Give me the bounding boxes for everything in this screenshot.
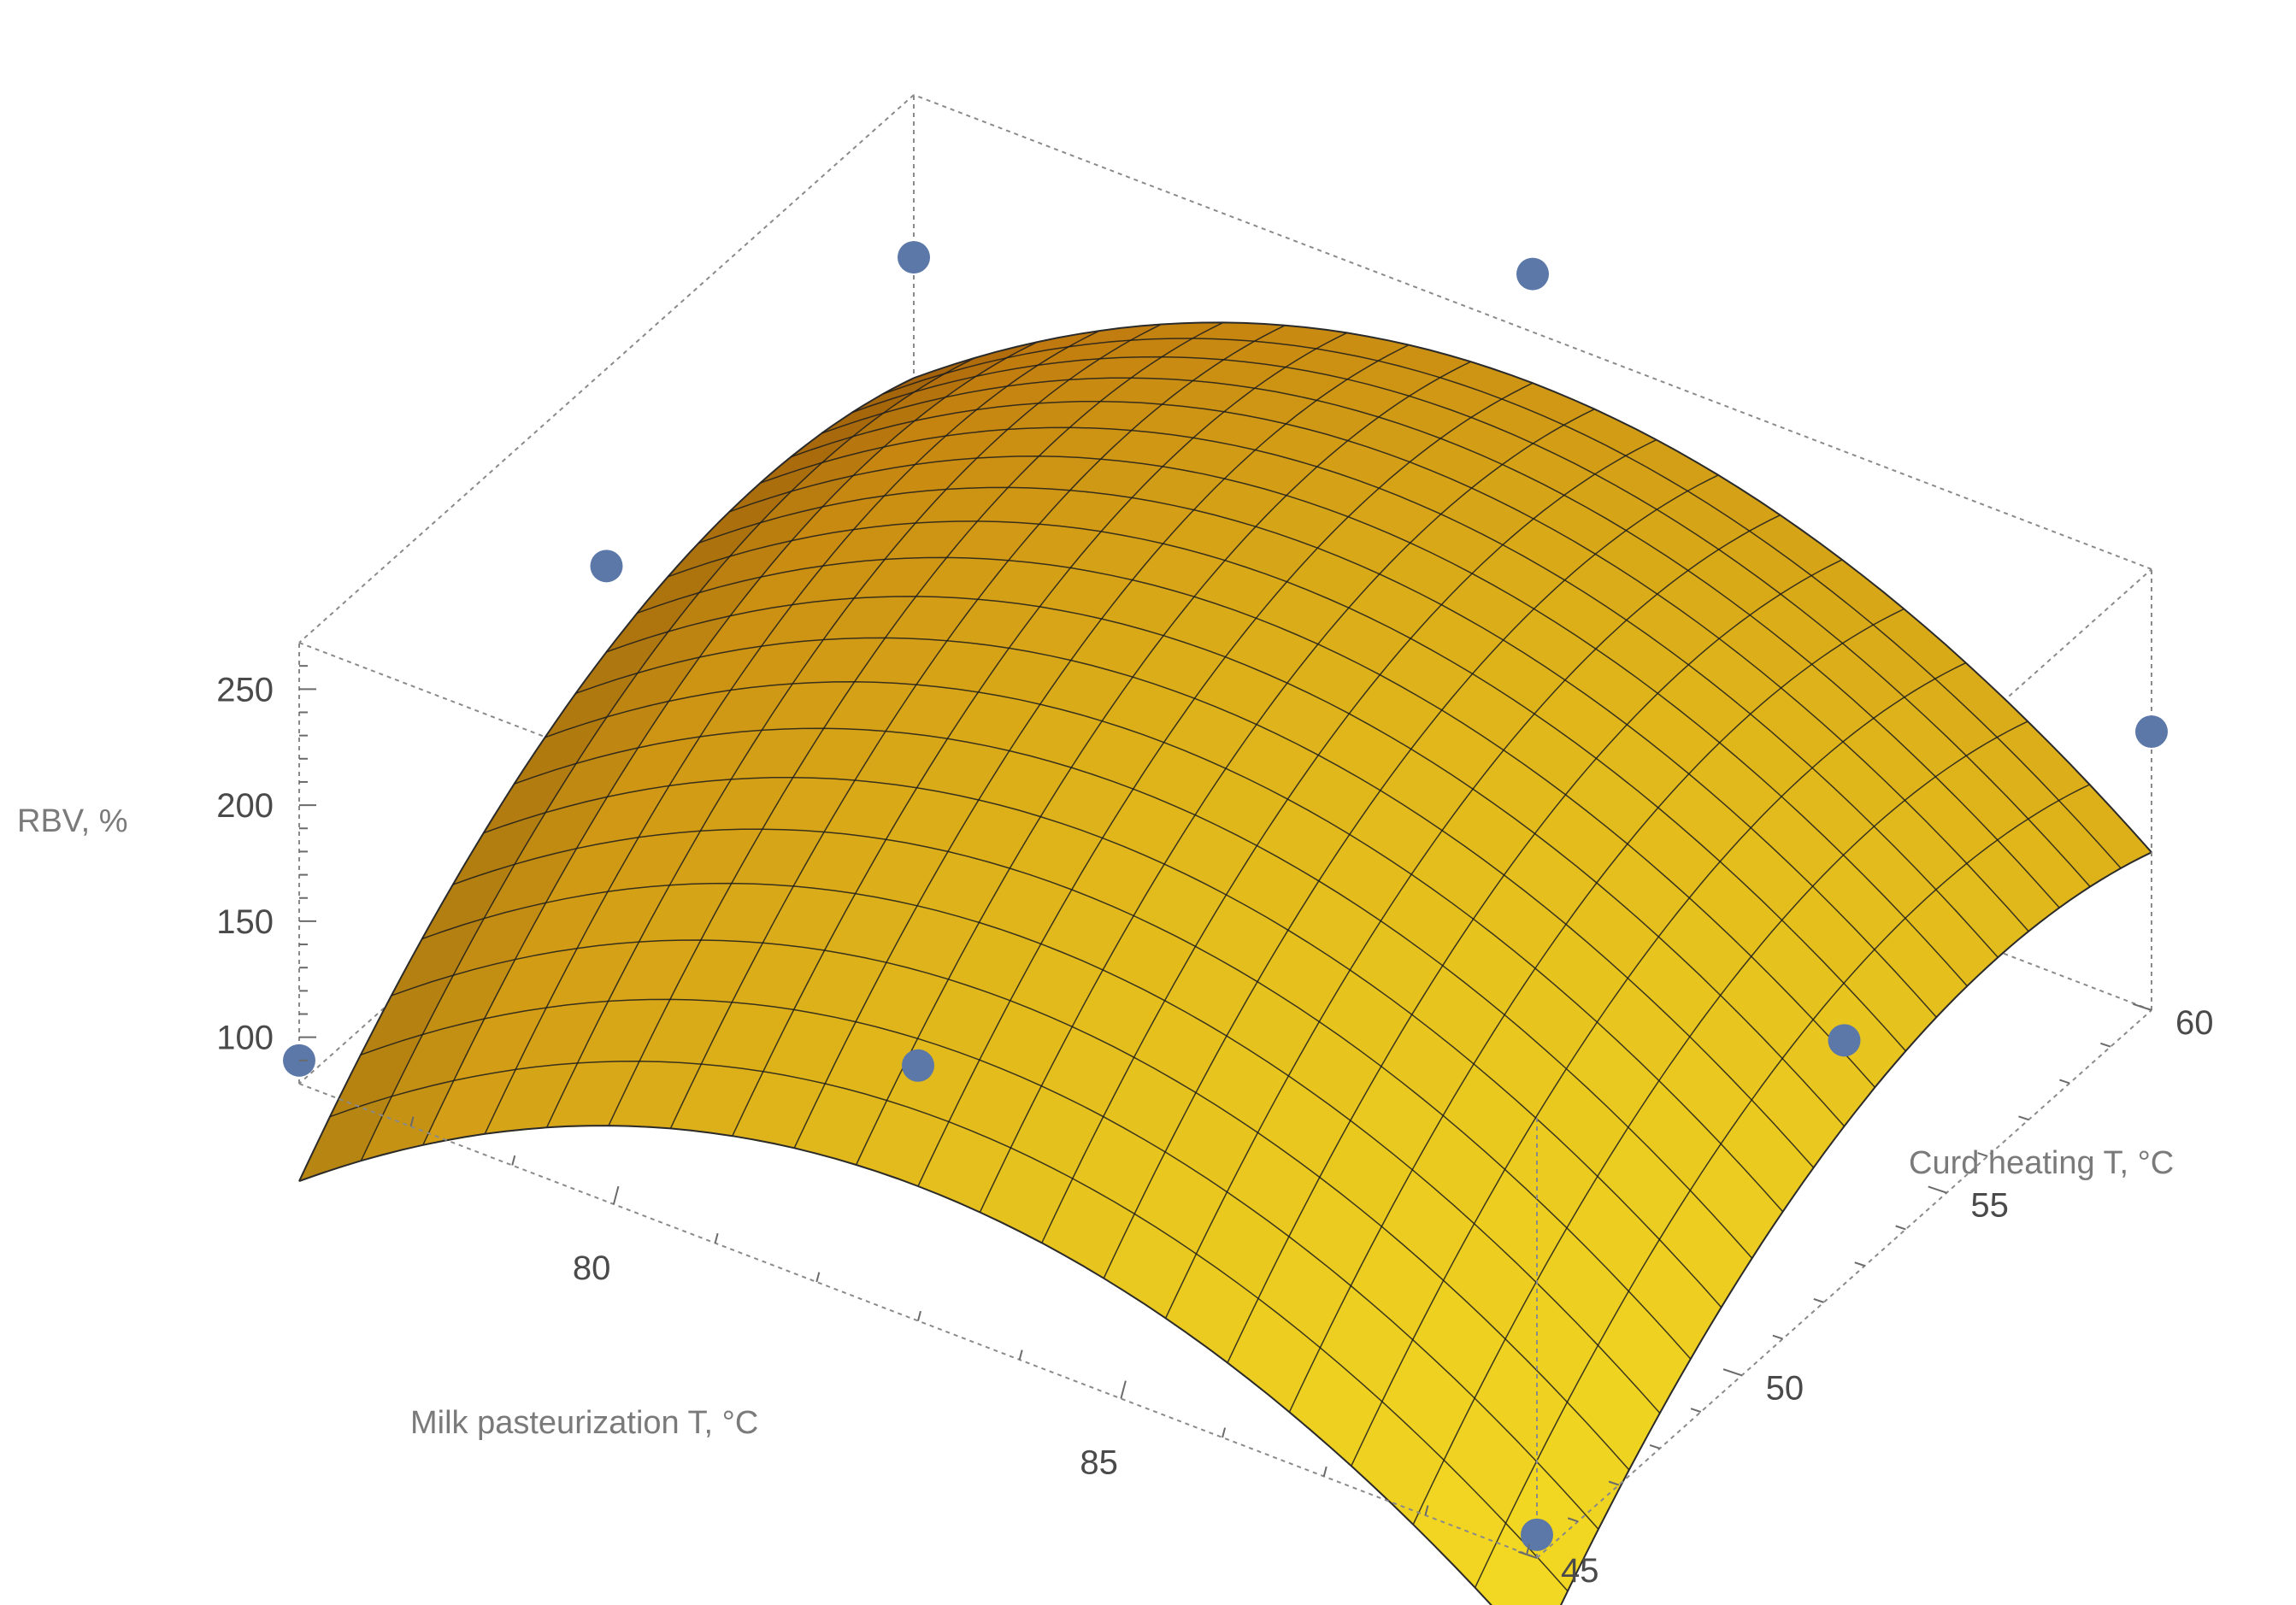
mesh-line-y bbox=[729, 456, 1968, 987]
x-axis-tick bbox=[1526, 1543, 1531, 1555]
mesh-line-y bbox=[360, 998, 1599, 1530]
y-axis-tick bbox=[1518, 1550, 1538, 1559]
x-axis-tick bbox=[511, 1155, 516, 1166]
design-point bbox=[902, 1049, 934, 1082]
mesh-line-y bbox=[637, 556, 1875, 1088]
mesh-line-y bbox=[668, 520, 1906, 1052]
x-axis-label: Milk pasteurization T, °C bbox=[410, 1405, 758, 1441]
mesh-line-y bbox=[821, 377, 2060, 908]
z-axis-label: RBV, % bbox=[17, 803, 128, 839]
x-axis-tick bbox=[409, 1116, 415, 1127]
x-axis-tick bbox=[917, 1310, 921, 1321]
mesh-line-y bbox=[790, 400, 2029, 932]
y-axis-tick bbox=[1895, 1225, 1906, 1231]
y-axis-tick bbox=[1928, 1185, 1947, 1194]
y-axis-tick bbox=[2100, 1042, 2111, 1048]
x-axis-tick bbox=[1120, 1380, 1127, 1399]
design-point bbox=[1516, 257, 1549, 291]
mesh-line-y bbox=[851, 356, 2091, 887]
y-tick-label: 60 bbox=[2175, 1004, 2214, 1042]
y-axis-tick bbox=[1813, 1298, 1824, 1303]
y-axis-tick bbox=[1690, 1408, 1702, 1414]
y-tick-label: 45 bbox=[1561, 1552, 1599, 1590]
design-point bbox=[2135, 715, 2168, 749]
mesh-line-y bbox=[452, 828, 1692, 1360]
x-axis-tick bbox=[1424, 1505, 1429, 1516]
mesh-line-y bbox=[545, 681, 1784, 1213]
mesh-line-y bbox=[698, 486, 1937, 1018]
design-point bbox=[1828, 1024, 1861, 1057]
y-axis-tick bbox=[2059, 1079, 2070, 1085]
mesh-line-y bbox=[760, 426, 1999, 958]
mesh-line-y bbox=[913, 321, 2152, 853]
mesh-line-y bbox=[329, 1061, 1569, 1592]
x-axis-tick bbox=[1222, 1427, 1227, 1438]
y-axis-tick bbox=[1649, 1443, 1661, 1449]
y-axis-tick bbox=[2018, 1115, 2029, 1121]
bounding-box-front bbox=[298, 569, 2152, 1559]
mesh-line-y bbox=[483, 776, 1722, 1308]
edge-x-front-bottom bbox=[298, 1083, 1538, 1559]
z-tick-label: 200 bbox=[216, 787, 274, 825]
x-axis-tick bbox=[1322, 1466, 1328, 1477]
x-axis-tick bbox=[714, 1232, 719, 1243]
z-tick-label: 150 bbox=[216, 903, 274, 941]
mesh-line-y bbox=[514, 727, 1753, 1259]
edge-y-right-bottom bbox=[1536, 1009, 2152, 1559]
y-axis-tick bbox=[1977, 1152, 1988, 1157]
z-tick-label: 250 bbox=[216, 671, 274, 708]
design-points bbox=[283, 241, 2168, 1551]
x-axis-tick bbox=[815, 1272, 821, 1283]
design-point bbox=[590, 550, 623, 583]
y-axis-tick bbox=[1772, 1334, 1783, 1340]
mesh-line-y bbox=[298, 1125, 1492, 1605]
response-surface bbox=[298, 321, 2152, 1605]
axis-ticks: 80 85 45 50 55 60 100 150 200 250 bbox=[216, 665, 2214, 1590]
design-point bbox=[1521, 1518, 1553, 1551]
y-tick-label: 55 bbox=[1970, 1187, 2009, 1225]
y-axis-tick bbox=[2133, 1002, 2152, 1011]
z-tick-label: 100 bbox=[216, 1020, 274, 1057]
design-point bbox=[898, 241, 930, 274]
y-axis-tick bbox=[1854, 1261, 1865, 1267]
x-tick-label: 80 bbox=[573, 1249, 611, 1287]
edge-x-back-top bbox=[913, 94, 2152, 570]
y-axis-tick bbox=[1608, 1480, 1620, 1486]
x-tick-label: 85 bbox=[1080, 1443, 1118, 1481]
x-axis-tick bbox=[612, 1185, 620, 1205]
surface-mesh bbox=[298, 321, 2152, 1605]
mesh-line-y bbox=[391, 939, 1630, 1471]
edge-y-left-top bbox=[298, 94, 915, 644]
mesh-line-y bbox=[575, 637, 1815, 1168]
mesh-line-y bbox=[606, 596, 1846, 1127]
y-axis-tick bbox=[1567, 1517, 1579, 1523]
y-axis-label: Curd heating T, °C bbox=[1909, 1145, 2174, 1181]
y-tick-label: 50 bbox=[1766, 1369, 1804, 1407]
x-axis-tick bbox=[1018, 1349, 1023, 1361]
mesh-line-y bbox=[421, 882, 1661, 1414]
mesh-line-y bbox=[882, 338, 2122, 869]
y-axis-tick bbox=[1722, 1368, 1742, 1377]
